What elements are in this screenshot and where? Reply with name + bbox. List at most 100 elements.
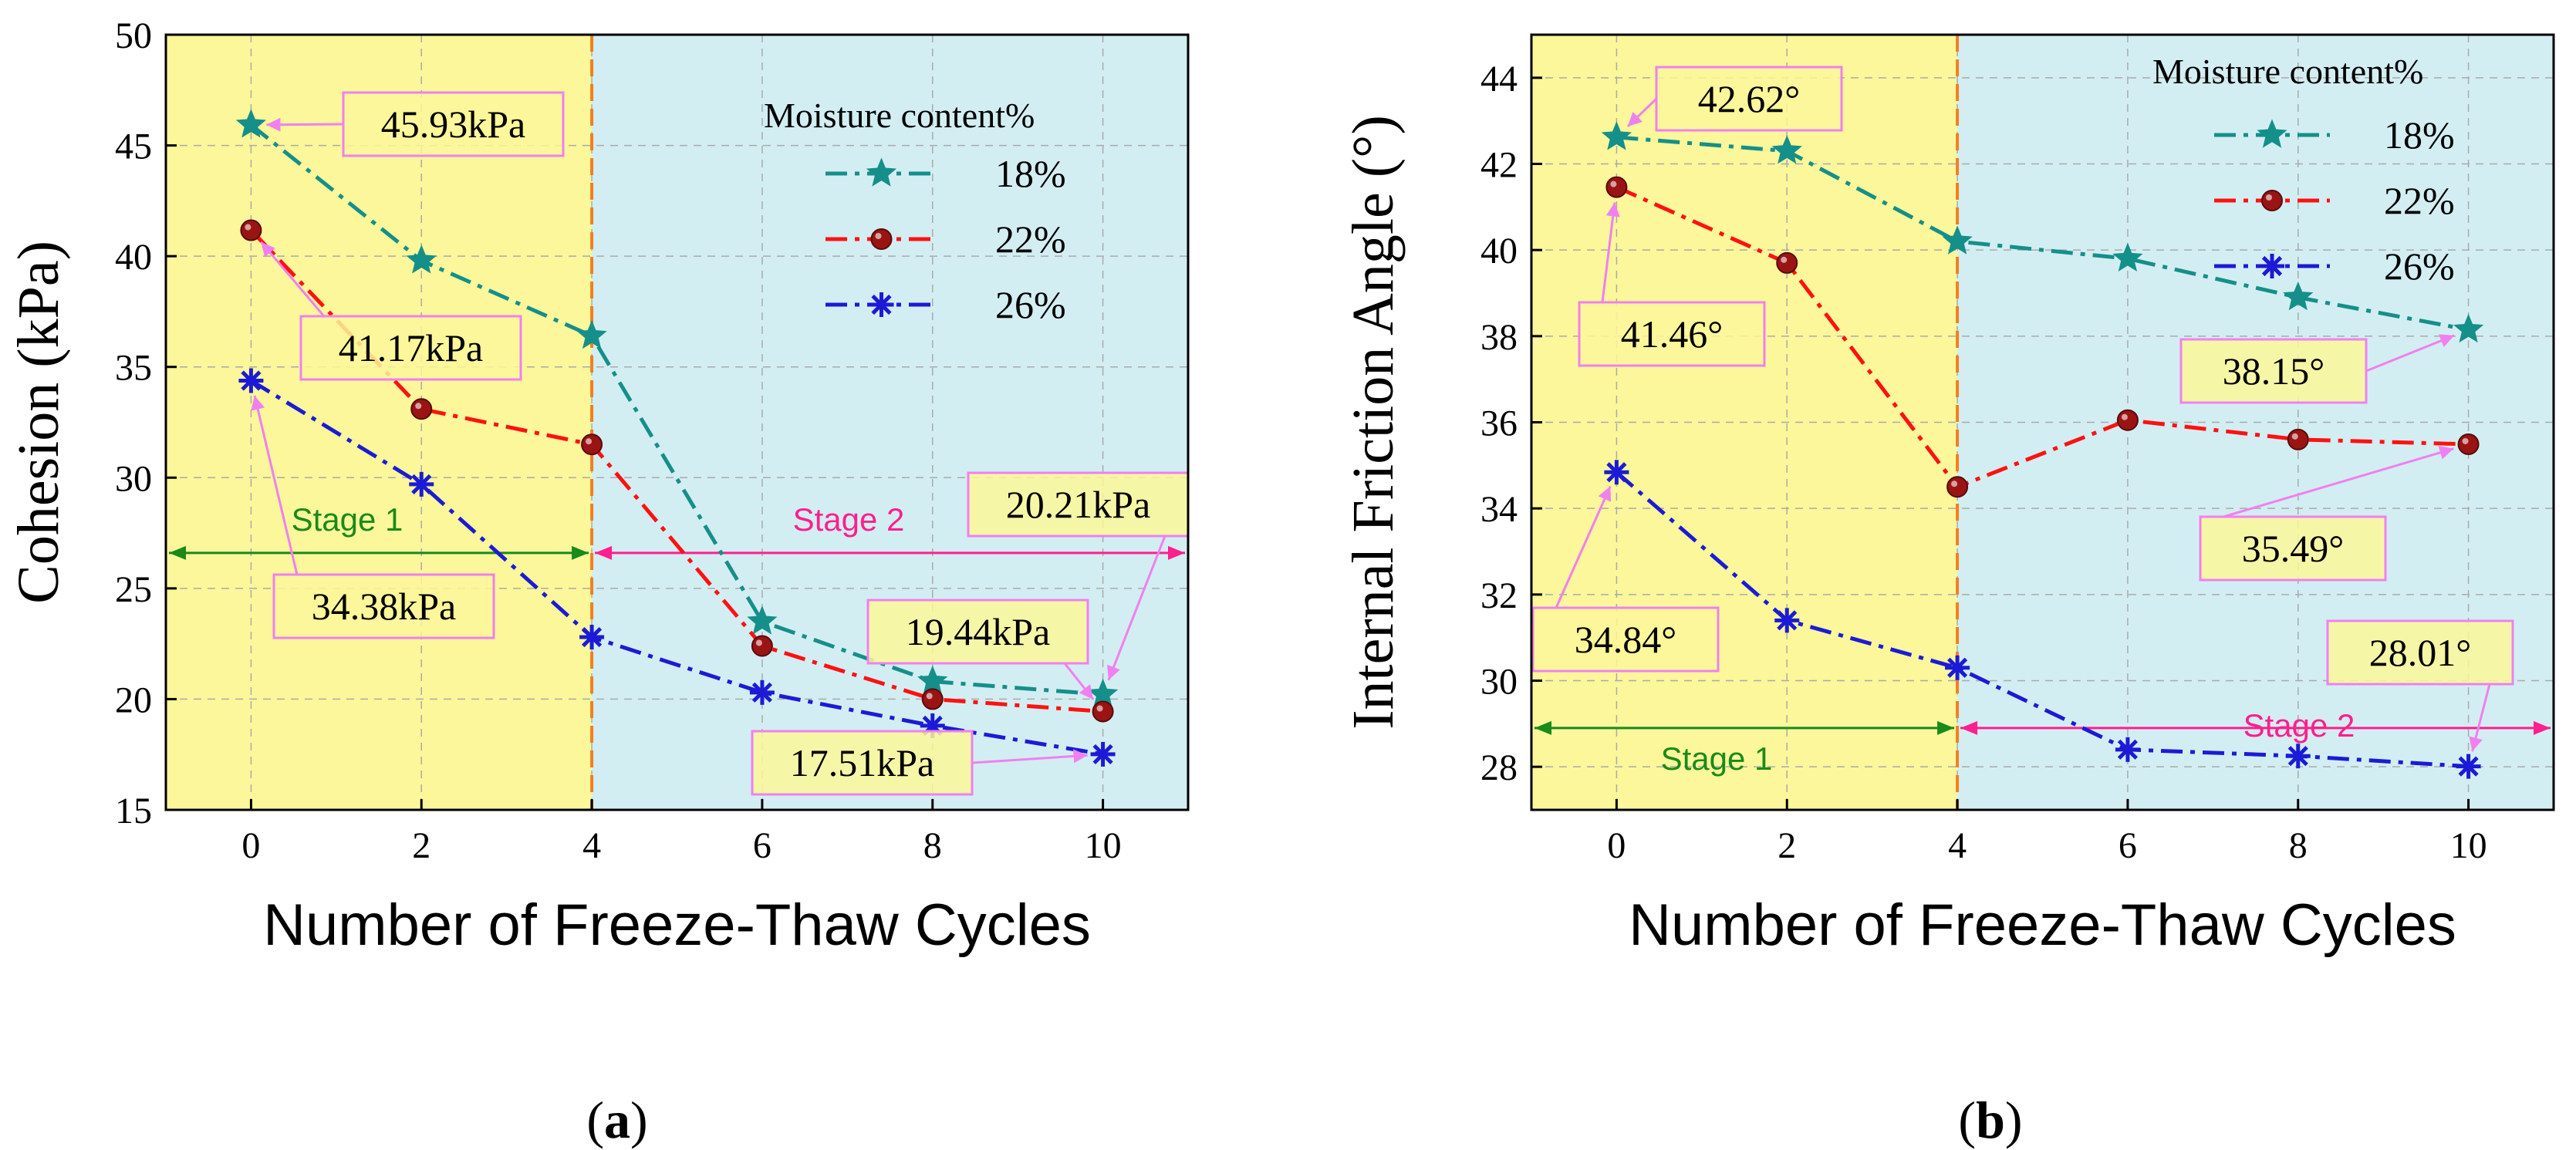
data-point — [410, 398, 433, 420]
stage-arrows — [1534, 720, 2551, 735]
data-point — [1771, 135, 1802, 164]
callout-arrowhead — [2438, 334, 2455, 348]
y-tick-label: 38 — [1480, 317, 1518, 358]
x-tick-label: 2 — [412, 825, 430, 866]
data-point-highlight — [755, 639, 762, 646]
legend-title: Moisture content% — [2152, 52, 2423, 91]
callout-box — [299, 315, 522, 381]
legend-label: 18% — [2384, 113, 2455, 157]
y-tick-label: 50 — [115, 15, 152, 56]
data-point — [1945, 655, 1970, 680]
stage-2-region — [592, 35, 1188, 810]
data-point-highlight — [2291, 433, 2298, 440]
data-point-highlight — [1096, 705, 1103, 712]
callout-text: 28.01° — [2369, 631, 2472, 674]
value-callout: 42.62° — [1626, 66, 1843, 132]
value-callout: 17.51kPa — [751, 730, 1088, 796]
y-tick-label: 34 — [1480, 489, 1518, 530]
data-point — [1604, 460, 1629, 485]
legend-title: Moisture content% — [764, 96, 1035, 135]
x-tick-label: 8 — [923, 825, 942, 866]
value-callout: 34.38kPa — [251, 395, 495, 639]
callout-arrowhead — [1627, 111, 1642, 126]
y-tick-label: 15 — [115, 791, 152, 831]
data-point — [1605, 176, 1628, 198]
legend-marker — [869, 292, 894, 317]
callout-leader — [2365, 334, 2455, 373]
x-axis-title: Number of Freeze-Thaw Cycles — [263, 892, 1091, 958]
y-tick-label: 40 — [115, 237, 152, 278]
callout-text: 34.84° — [1575, 618, 1677, 661]
data-point-highlight — [1781, 256, 1788, 263]
series-line — [249, 123, 1103, 696]
data-point — [579, 625, 605, 650]
legend-label: 22% — [995, 218, 1066, 261]
callout-leader — [971, 754, 1088, 764]
legend-marker — [866, 157, 897, 187]
callout-arrowhead — [266, 117, 281, 132]
series-22 — [1605, 176, 2480, 498]
data-point-highlight — [926, 693, 933, 700]
callout-arrowhead — [261, 241, 275, 258]
data-point — [2285, 744, 2311, 769]
stage-2-label: Stage 2 — [793, 501, 905, 538]
axis-ticks: 0 2 4 6 8 10 15 20 25 30 35 40 45 50 — [115, 15, 1122, 866]
stage-2-arrowhead-right — [2534, 720, 2551, 735]
callout-arrowhead — [251, 395, 265, 411]
data-point — [406, 245, 437, 274]
series-line — [1615, 185, 2469, 490]
x-axis-title: Number of Freeze-Thaw Cycles — [1629, 892, 2456, 958]
data-point — [1776, 251, 1798, 274]
callout-arrowhead — [1598, 486, 1612, 502]
value-callout: 41.17kPa — [260, 241, 522, 381]
x-tick-label: 8 — [2289, 825, 2308, 866]
series-line — [1615, 470, 2469, 769]
data-point — [2287, 428, 2309, 450]
y-tick-label: 44 — [1480, 59, 1518, 99]
callout-box — [1578, 301, 1766, 367]
callout-box — [1531, 606, 1720, 673]
series-22 — [240, 219, 1114, 723]
data-point-highlight — [586, 438, 593, 445]
data-point — [1601, 121, 1632, 150]
callout-text: 20.21kPa — [1006, 483, 1151, 526]
data-point-highlight — [245, 224, 252, 231]
data-point — [235, 109, 267, 138]
stage-arrows — [169, 545, 1185, 560]
value-callout: 38.15° — [2179, 334, 2455, 404]
data-point — [576, 319, 607, 349]
data-point-highlight — [2121, 413, 2128, 420]
data-point — [751, 635, 773, 657]
callout-text: 41.17kPa — [339, 326, 484, 369]
callout-text: 42.62° — [1698, 77, 1801, 120]
data-point — [409, 471, 434, 497]
data-point — [747, 605, 778, 635]
y-axis-title: Cohesion (kPa) — [6, 241, 71, 604]
stage-1-arrowhead-left — [1534, 720, 1551, 735]
x-tick-label: 6 — [2119, 825, 2137, 866]
series-18 — [235, 109, 1119, 708]
y-tick-label: 30 — [115, 458, 152, 499]
data-point-highlight — [1610, 180, 1617, 187]
stage-1-region — [166, 35, 593, 810]
callout-box — [751, 730, 974, 796]
callout-text: 41.46° — [1621, 312, 1724, 356]
stage-2-arrowhead-left — [595, 545, 613, 560]
callout-leader — [253, 395, 299, 575]
data-point — [917, 665, 948, 695]
callout-text: 38.15° — [2223, 349, 2325, 393]
y-tick-label: 40 — [1480, 231, 1518, 271]
x-tick-label: 0 — [1607, 825, 1626, 866]
x-tick-label: 2 — [1778, 825, 1796, 866]
value-callout: 20.21kPa — [967, 471, 1190, 681]
y-tick-label: 32 — [1480, 575, 1518, 616]
x-tick-label: 10 — [1085, 825, 1122, 866]
data-point — [921, 688, 944, 710]
callout-box — [1655, 66, 1843, 132]
series-line — [1616, 135, 2470, 332]
callout-arrowhead — [2438, 446, 2454, 460]
callout-box — [342, 91, 565, 157]
series-line — [249, 228, 1103, 713]
data-point — [240, 219, 262, 241]
